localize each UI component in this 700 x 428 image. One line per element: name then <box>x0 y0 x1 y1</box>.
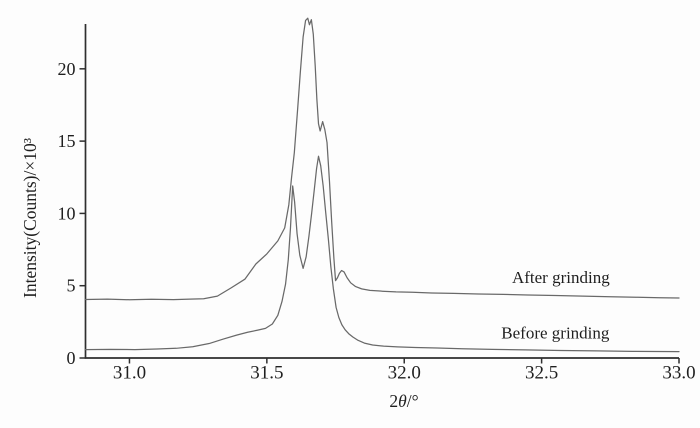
x-tick-label: 32.5 <box>525 363 558 384</box>
y-axis-label: Intensity(Counts)/×10³ <box>20 138 40 298</box>
x-tick-label: 31.5 <box>250 363 283 384</box>
y-tick-label: 10 <box>58 203 76 223</box>
axis-spines <box>84 24 679 359</box>
labels-layer: Intensity(Counts)/×10³ 2θ/° After grindi… <box>20 138 610 411</box>
series-label-after-grinding: After grinding <box>512 268 610 287</box>
x-tick-label: 32.0 <box>388 363 421 384</box>
x-tick-label: 31.0 <box>113 363 146 384</box>
y-tick-label: 20 <box>58 59 76 79</box>
after-grinding-curve <box>84 17 680 301</box>
series-label-before-grinding: Before grinding <box>501 323 610 342</box>
x-tick-label: 33.0 <box>662 363 695 384</box>
y-tick-label: 5 <box>67 276 76 296</box>
before-grinding-curve <box>84 155 680 353</box>
x-axis-label: 2θ/° <box>389 391 418 411</box>
y-tick-label: 15 <box>58 131 76 151</box>
y-tick-label: 0 <box>67 348 76 368</box>
series-layer <box>84 17 680 353</box>
axes-layer: 31.0 31.5 32.0 32.5 33.0 0 5 10 15 20 <box>58 24 696 384</box>
